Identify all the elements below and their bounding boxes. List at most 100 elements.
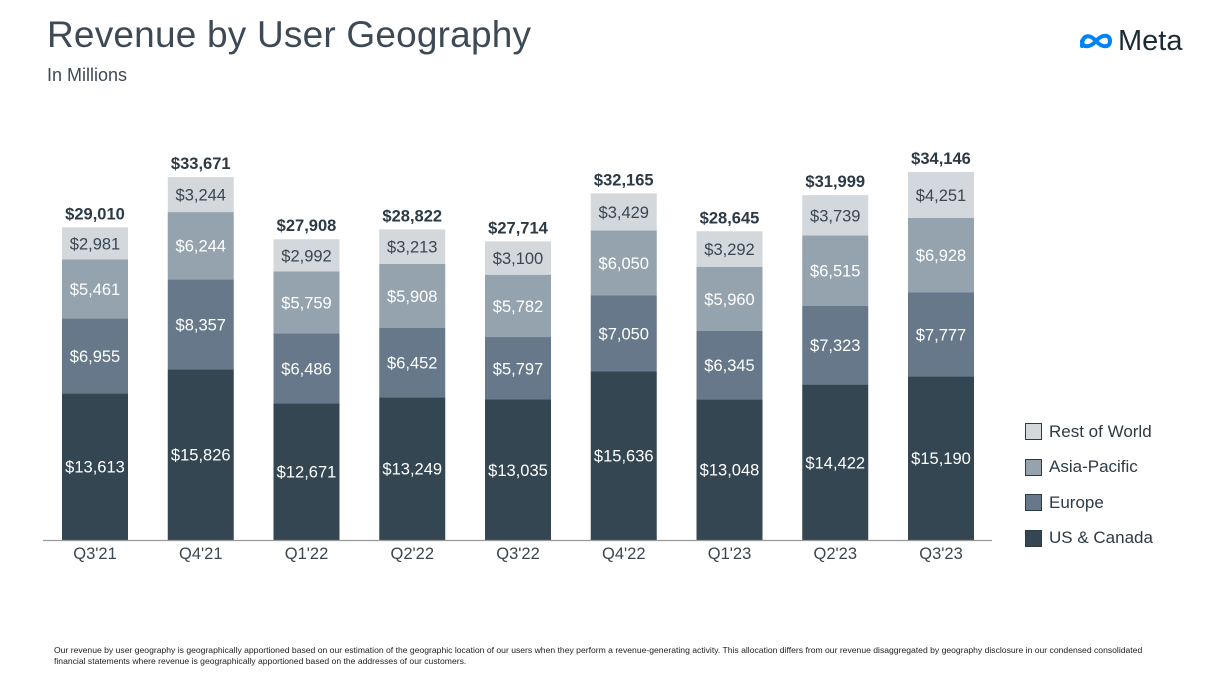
bar-segment-europe-q3-22 [485,337,551,400]
data-label-asia-pacific-q2-23: $6,515 [810,263,860,281]
total-label-q2-22: $28,822 [382,207,442,225]
bar-segment-asia-pacific-q4-22 [590,230,657,296]
bar-segment-us-canada-q1-23 [696,399,763,540]
data-label-europe-q1-22: $6,486 [281,360,331,378]
bar-segment-europe-q1-23 [696,330,763,400]
data-label-rest-of-world-q2-23: $3,739 [810,207,860,225]
bar-segment-rest-of-world-q2-23 [802,195,869,236]
data-label-rest-of-world-q3-22: $3,100 [493,250,543,268]
data-label-asia-pacific-q4-21: $6,244 [176,238,226,256]
chart-subtitle: In Millions [47,65,128,85]
bar-segment-asia-pacific-q3-21 [62,259,128,319]
data-label-asia-pacific-q4-22: $6,050 [599,255,649,273]
bar-segment-us-canada-q3-21 [62,393,128,540]
data-label-europe-q3-23: $7,777 [916,326,966,344]
bar-segment-asia-pacific-q2-22 [379,264,446,328]
data-label-asia-pacific-q3-22: $5,782 [493,298,543,316]
legend-item-rest-of-world: Rest of World [1025,414,1153,450]
bar-segment-us-canada-q1-22 [273,403,340,540]
data-label-europe-q1-23: $6,345 [704,357,754,375]
data-label-europe-q3-22: $5,797 [493,360,543,378]
bar-segment-us-canada-q2-22 [379,397,446,540]
x-tick-label-q3-23: Q3'23 [919,545,963,563]
bar-segment-asia-pacific-q3-23 [908,217,974,293]
data-label-rest-of-world-q1-22: $2,992 [281,247,331,265]
data-label-rest-of-world-q1-23: $3,292 [704,241,754,259]
total-label-q4-22: $32,165 [594,171,654,189]
data-label-us-canada-q3-23: $15,190 [911,450,971,468]
bar-segment-europe-q3-21 [62,318,128,394]
data-label-rest-of-world-q3-21: $2,981 [70,235,120,253]
legend-label-us-canada: US & Canada [1049,528,1153,548]
bar-segment-asia-pacific-q2-23 [802,235,869,306]
bar-segment-rest-of-world-q2-22 [379,229,446,265]
legend-swatch-us-canada [1025,529,1042,547]
legend-label-rest-of-world: Rest of World [1049,421,1152,441]
total-label-q3-22: $27,714 [488,219,548,237]
bar-segment-us-canada-q4-21 [167,369,234,540]
bar-segment-us-canada-q3-22 [485,399,551,540]
data-label-us-canada-q1-23: $13,048 [700,462,760,480]
bar-segment-asia-pacific-q1-22 [273,271,340,334]
legend-label-asia-pacific: Asia-Pacific [1049,457,1138,477]
bar-segment-asia-pacific-q4-21 [167,212,234,280]
bar-segment-europe-q2-22 [379,327,446,398]
chart-legend: Rest of World Asia-Pacific Europe US & C… [1025,414,1153,556]
bar-segment-rest-of-world-q1-22 [273,239,340,272]
chart-title: Revenue by User Geography [47,14,532,55]
bar-segment-asia-pacific-q3-22 [485,274,551,338]
bar-segment-rest-of-world-q4-22 [590,193,657,231]
data-label-asia-pacific-q1-23: $5,960 [704,291,754,309]
meta-logo: Meta [1078,22,1182,60]
data-label-asia-pacific-q3-23: $6,928 [916,247,966,265]
x-tick-label-q4-21: Q4'21 [179,545,223,563]
total-label-q1-23: $28,645 [700,209,760,227]
data-label-us-canada-q2-22: $13,249 [382,461,442,479]
meta-logo-text: Meta [1118,24,1183,57]
total-label-q2-23: $31,999 [805,173,865,191]
bar-segment-us-canada-q4-22 [590,371,657,540]
legend-item-asia-pacific: Asia-Pacific [1025,450,1153,486]
data-label-us-canada-q1-22: $12,671 [277,464,337,482]
bar-segment-europe-q2-23 [802,305,869,385]
x-tick-label-q4-22: Q4'22 [602,545,646,563]
bar-segment-europe-q3-23 [908,292,974,377]
x-tick-label-q3-22: Q3'22 [496,545,540,563]
total-label-q3-21: $29,010 [65,205,125,223]
data-label-europe-q2-22: $6,452 [387,354,437,372]
x-tick-label-q2-23: Q2'23 [813,545,857,563]
bar-segment-us-canada-q2-23 [802,384,869,540]
data-label-asia-pacific-q3-21: $5,461 [70,281,120,299]
x-tick-label-q3-21: Q3'21 [73,545,117,563]
bar-segment-rest-of-world-q1-23 [696,231,763,267]
data-label-us-canada-q3-21: $13,613 [65,459,125,477]
data-label-us-canada-q3-22: $13,035 [488,462,548,480]
data-label-europe-q2-23: $7,323 [810,337,860,355]
data-label-rest-of-world-q4-21: $3,244 [176,187,226,205]
legend-swatch-rest-of-world [1025,423,1042,441]
bar-segment-europe-q4-21 [167,279,234,370]
x-tick-label-q1-23: Q1'23 [708,545,752,563]
x-tick-label-q2-22: Q2'22 [390,545,434,563]
total-label-q4-21: $33,671 [171,155,231,173]
legend-label-europe: Europe [1049,492,1104,512]
bar-segment-rest-of-world-q3-21 [62,227,128,260]
legend-item-europe: Europe [1025,485,1153,521]
data-label-europe-q3-21: $6,955 [70,348,120,366]
bar-segment-us-canada-q3-23 [908,376,974,540]
bar-segment-rest-of-world-q3-22 [485,241,551,275]
bar-segment-rest-of-world-q4-21 [167,177,234,213]
meta-infinity-icon [1080,33,1113,49]
x-tick-label-q1-22: Q1'22 [285,545,329,563]
data-label-rest-of-world-q2-22: $3,213 [387,239,437,257]
data-label-us-canada-q2-23: $14,422 [805,454,865,472]
total-label-q1-22: $27,908 [277,217,337,235]
total-label-q3-23: $34,146 [911,150,971,168]
bar-segment-asia-pacific-q1-23 [696,266,763,331]
legend-item-us-canada: US & Canada [1025,521,1153,557]
data-label-us-canada-q4-22: $15,636 [594,448,654,466]
bar-segment-europe-q1-22 [273,333,340,404]
data-label-europe-q4-21: $8,357 [176,316,226,334]
stacked-bar-chart: $13,613 $6,955 $5,461 $2,981 $29,010 Q3'21 $15… [43,150,992,563]
data-label-us-canada-q4-21: $15,826 [171,447,231,465]
